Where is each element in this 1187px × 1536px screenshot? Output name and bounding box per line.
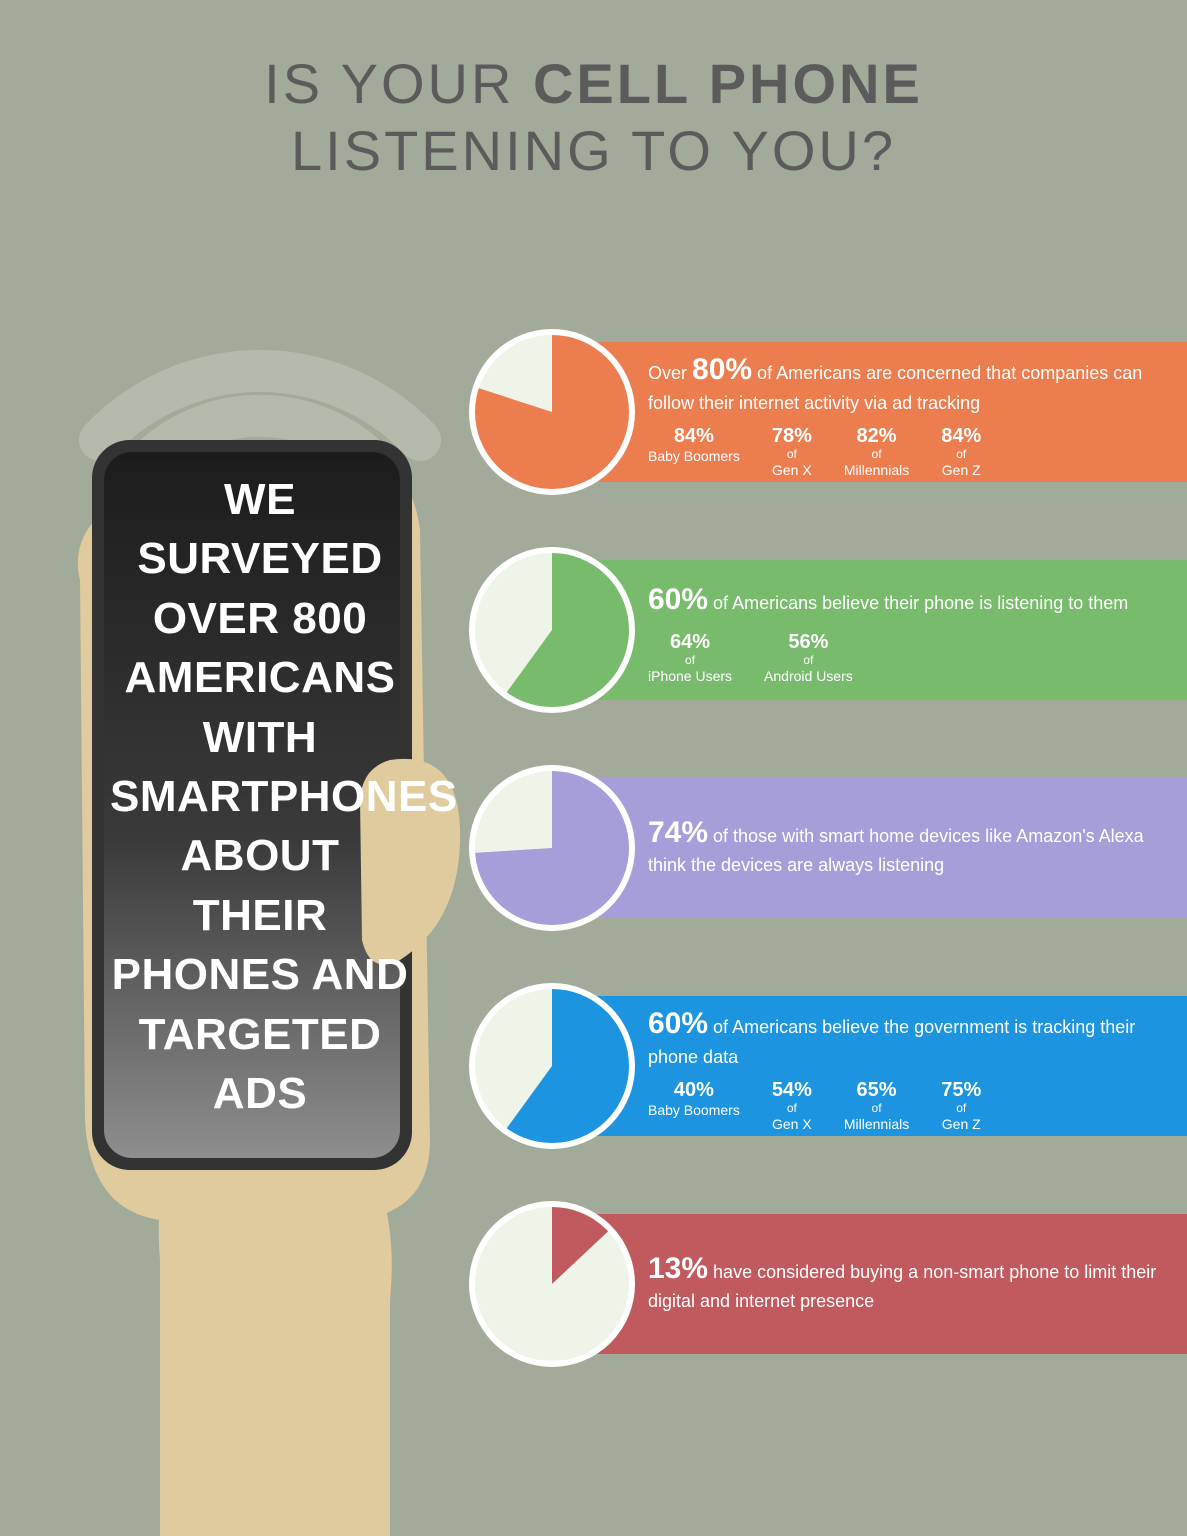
page-title: IS YOUR CELL PHONE LISTENING TO YOU? bbox=[0, 50, 1187, 184]
stat-description: Over 80% of Americans are concerned that… bbox=[648, 350, 1163, 415]
title-pre: IS YOUR bbox=[264, 52, 533, 115]
breakdown-item: 78%ofGen X bbox=[772, 425, 812, 478]
phone-survey-text: WE SURVEYED OVER 800 AMERICANS WITH SMAR… bbox=[110, 470, 410, 1123]
stat-row: 13% have considered buying a non-smart p… bbox=[465, 1197, 1187, 1371]
pie-chart bbox=[465, 325, 639, 499]
breakdown-item: 65%ofMillennials bbox=[844, 1079, 909, 1132]
pie-chart bbox=[465, 761, 639, 935]
stat-description: 60% of Americans believe the government … bbox=[648, 1004, 1163, 1069]
stat-description: 74% of those with smart home devices lik… bbox=[648, 813, 1163, 878]
stat-bar: 13% have considered buying a non-smart p… bbox=[550, 1214, 1187, 1354]
title-bold: CELL PHONE bbox=[533, 52, 923, 115]
stat-bar: 74% of those with smart home devices lik… bbox=[550, 778, 1187, 918]
pie-chart bbox=[465, 979, 639, 1153]
stat-row: 74% of those with smart home devices lik… bbox=[465, 761, 1187, 935]
stat-row: Over 80% of Americans are concerned that… bbox=[465, 325, 1187, 499]
stat-description: 13% have considered buying a non-smart p… bbox=[648, 1249, 1163, 1314]
stat-breakdown: 64%ofiPhone Users 56%ofAndroid Users bbox=[648, 631, 1163, 684]
stat-breakdown: 84%Baby Boomers 78%ofGen X 82%ofMillennial… bbox=[648, 425, 1163, 478]
breakdown-item: 84%Baby Boomers bbox=[648, 425, 740, 478]
pie-chart bbox=[465, 543, 639, 717]
breakdown-item: 75%ofGen Z bbox=[941, 1079, 981, 1132]
stat-breakdown: 40%Baby Boomers 54%ofGen X 65%ofMillennial… bbox=[648, 1079, 1163, 1132]
breakdown-item: 40%Baby Boomers bbox=[648, 1079, 740, 1132]
pie-chart bbox=[465, 1197, 639, 1371]
breakdown-item: 56%ofAndroid Users bbox=[764, 631, 853, 684]
stat-bar: Over 80% of Americans are concerned that… bbox=[550, 342, 1187, 482]
stat-description: 60% of Americans believe their phone is … bbox=[648, 580, 1163, 621]
breakdown-item: 84%ofGen Z bbox=[941, 425, 981, 478]
breakdown-item: 64%ofiPhone Users bbox=[648, 631, 732, 684]
stat-bar: 60% of Americans believe their phone is … bbox=[550, 560, 1187, 700]
stat-row: 60% of Americans believe the government … bbox=[465, 979, 1187, 1153]
breakdown-item: 54%ofGen X bbox=[772, 1079, 812, 1132]
breakdown-item: 82%ofMillennials bbox=[844, 425, 909, 478]
stat-bar: 60% of Americans believe the government … bbox=[550, 996, 1187, 1136]
title-line2: LISTENING TO YOU? bbox=[0, 117, 1187, 184]
stat-row: 60% of Americans believe their phone is … bbox=[465, 543, 1187, 717]
stats-container: Over 80% of Americans are concerned that… bbox=[465, 325, 1187, 1415]
